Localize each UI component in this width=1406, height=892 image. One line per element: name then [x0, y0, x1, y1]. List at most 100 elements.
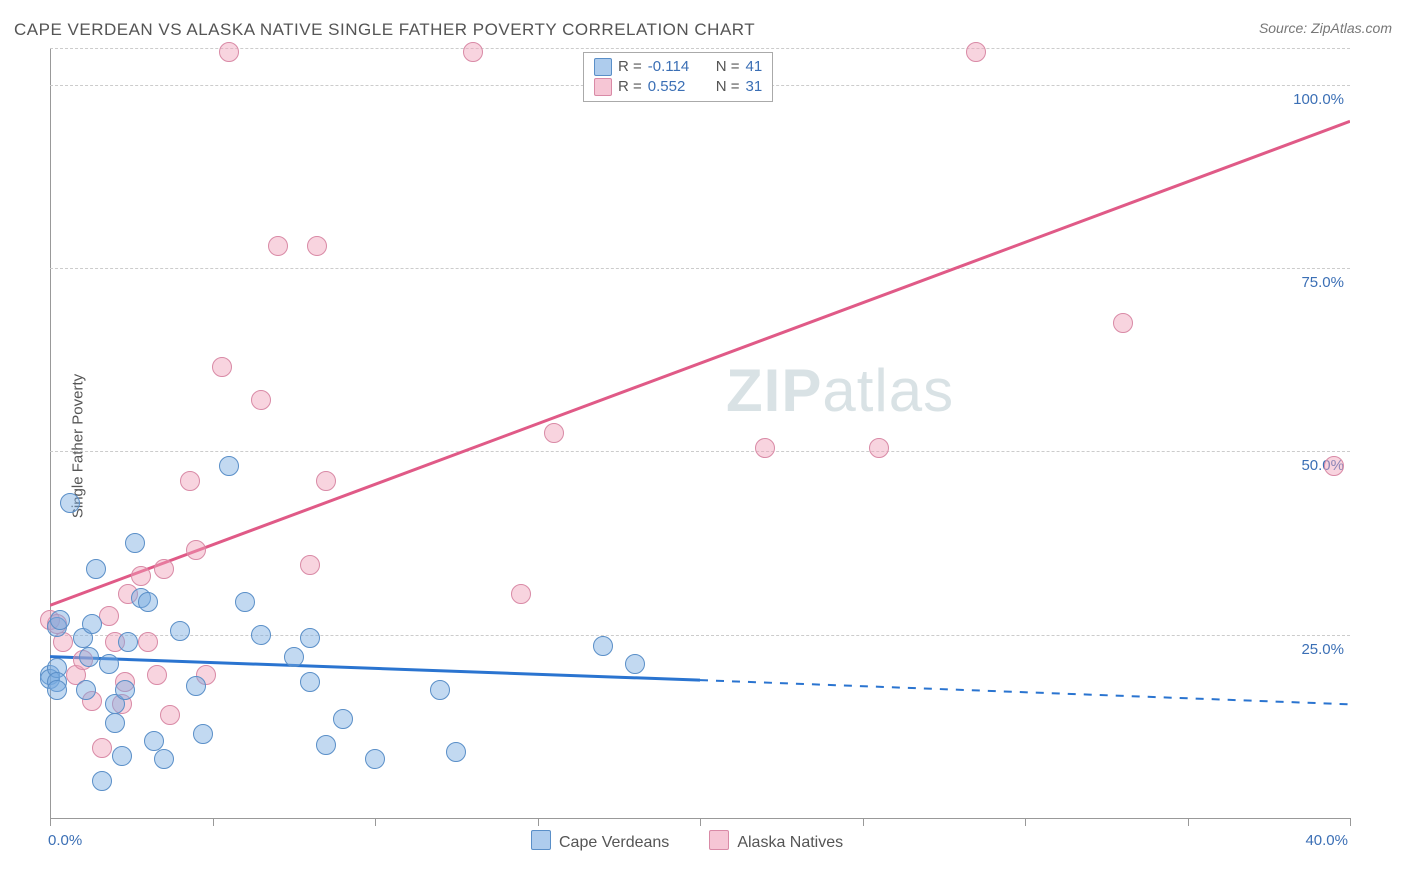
- legend-item: Cape Verdeans: [531, 830, 669, 852]
- marker-alaska: [1324, 456, 1344, 476]
- legend-n-value: 31: [746, 77, 763, 97]
- x-tick: [1025, 818, 1026, 826]
- marker-cape: [112, 746, 132, 766]
- marker-cape: [251, 625, 271, 645]
- grid-line: [50, 635, 1350, 636]
- marker-alaska: [251, 390, 271, 410]
- marker-cape: [138, 592, 158, 612]
- marker-cape: [118, 632, 138, 652]
- marker-cape: [86, 559, 106, 579]
- marker-alaska: [1113, 313, 1133, 333]
- legend-item: Alaska Natives: [709, 830, 843, 852]
- marker-cape: [76, 680, 96, 700]
- grid-line: [50, 268, 1350, 269]
- y-tick-label: 25.0%: [1301, 641, 1344, 658]
- marker-cape: [105, 713, 125, 733]
- marker-cape: [316, 735, 336, 755]
- correlation-legend: R = -0.114 N = 41R = 0.552 N = 31: [583, 52, 773, 102]
- marker-alaska: [511, 584, 531, 604]
- legend-r-value: -0.114: [648, 57, 702, 77]
- marker-cape: [79, 647, 99, 667]
- legend-label: Cape Verdeans: [559, 834, 669, 851]
- chart-title: CAPE VERDEAN VS ALASKA NATIVE SINGLE FAT…: [14, 20, 755, 40]
- marker-cape: [154, 749, 174, 769]
- marker-cape: [625, 654, 645, 674]
- marker-alaska: [160, 705, 180, 725]
- legend-n-label: N =: [716, 77, 740, 97]
- marker-alaska: [180, 471, 200, 491]
- plot-area: 25.0%50.0%75.0%100.0%0.0%40.0%: [50, 48, 1350, 818]
- marker-cape: [115, 680, 135, 700]
- marker-alaska: [544, 423, 564, 443]
- marker-alaska: [138, 632, 158, 652]
- x-tick: [863, 818, 864, 826]
- source-label: Source: ZipAtlas.com: [1259, 20, 1392, 36]
- legend-swatch: [594, 58, 612, 76]
- marker-cape: [170, 621, 190, 641]
- marker-alaska: [869, 438, 889, 458]
- marker-alaska: [966, 42, 986, 62]
- legend-r-label: R =: [618, 77, 642, 97]
- y-tick-label: 75.0%: [1301, 274, 1344, 291]
- trend-line-cape-dashed: [700, 680, 1350, 704]
- x-tick: [1188, 818, 1189, 826]
- trend-line-alaska: [50, 121, 1350, 605]
- legend-row: R =-0.114N =41: [594, 57, 762, 77]
- legend-swatch: [709, 830, 729, 850]
- grid-line: [50, 451, 1350, 452]
- x-tick: [538, 818, 539, 826]
- marker-alaska: [316, 471, 336, 491]
- marker-cape: [333, 709, 353, 729]
- legend-n-label: N =: [716, 57, 740, 77]
- marker-cape: [235, 592, 255, 612]
- marker-cape: [593, 636, 613, 656]
- legend-r-value: 0.552: [648, 77, 702, 97]
- marker-alaska: [131, 566, 151, 586]
- marker-alaska: [154, 559, 174, 579]
- marker-cape: [82, 614, 102, 634]
- marker-cape: [430, 680, 450, 700]
- series-legend: Cape Verdeans Alaska Natives: [531, 830, 843, 852]
- marker-cape: [60, 493, 80, 513]
- marker-alaska: [307, 236, 327, 256]
- x-tick-label-min: 0.0%: [48, 832, 82, 849]
- legend-n-value: 41: [746, 57, 763, 77]
- x-tick: [50, 818, 51, 826]
- legend-label: Alaska Natives: [737, 834, 843, 851]
- marker-alaska: [212, 357, 232, 377]
- marker-cape: [284, 647, 304, 667]
- marker-cape: [50, 610, 70, 630]
- marker-cape: [300, 672, 320, 692]
- marker-alaska: [300, 555, 320, 575]
- marker-cape: [186, 676, 206, 696]
- marker-alaska: [186, 540, 206, 560]
- marker-cape: [47, 680, 67, 700]
- marker-cape: [219, 456, 239, 476]
- marker-cape: [446, 742, 466, 762]
- x-tick: [700, 818, 701, 826]
- x-tick: [1350, 818, 1351, 826]
- legend-swatch: [594, 78, 612, 96]
- x-tick: [213, 818, 214, 826]
- marker-cape: [144, 731, 164, 751]
- marker-cape: [99, 654, 119, 674]
- legend-row: R = 0.552 N = 31: [594, 77, 762, 97]
- y-axis: [50, 48, 51, 818]
- legend-swatch: [531, 830, 551, 850]
- marker-alaska: [755, 438, 775, 458]
- marker-cape: [193, 724, 213, 744]
- marker-cape: [365, 749, 385, 769]
- x-tick: [375, 818, 376, 826]
- trend-lines: [50, 48, 1350, 818]
- grid-line: [50, 48, 1350, 49]
- marker-alaska: [463, 42, 483, 62]
- y-tick-label: 100.0%: [1293, 91, 1344, 108]
- marker-cape: [300, 628, 320, 648]
- marker-alaska: [147, 665, 167, 685]
- marker-alaska: [268, 236, 288, 256]
- marker-alaska: [219, 42, 239, 62]
- x-tick-label-max: 40.0%: [1305, 832, 1348, 849]
- marker-cape: [125, 533, 145, 553]
- marker-alaska: [92, 738, 112, 758]
- marker-cape: [92, 771, 112, 791]
